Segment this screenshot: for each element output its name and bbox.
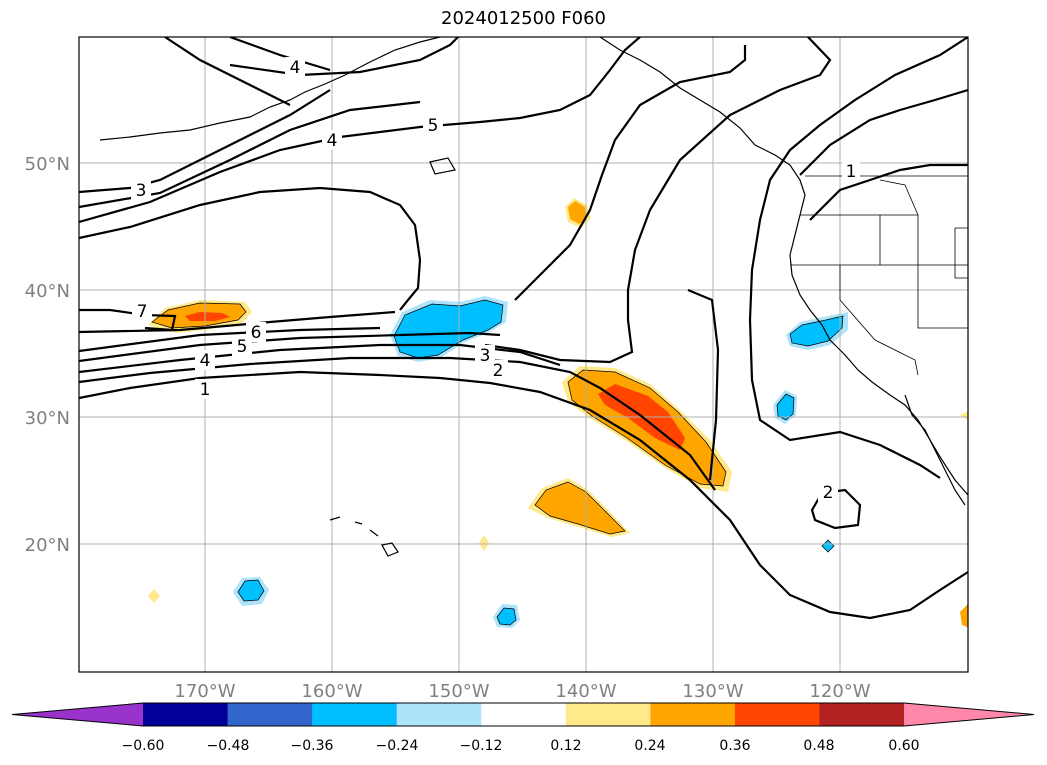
- contour-labels: 4 4 5 3 7 6 5 4 1 3 2 2 1: [131, 57, 860, 503]
- colorbar-segment: [819, 703, 905, 726]
- lat-label: 30°N: [25, 408, 70, 429]
- lon-label: 130°W: [682, 681, 743, 702]
- lat-label: 50°N: [25, 154, 70, 175]
- colorbar-segment: [396, 703, 482, 726]
- contour-label: 4: [290, 58, 301, 78]
- contour-label: 5: [237, 337, 248, 357]
- contour-label: 2: [493, 361, 504, 381]
- colorbar-tick-label: −0.60: [122, 738, 165, 754]
- colorbar-tick-label: 0.48: [803, 738, 834, 754]
- colorbar-tick-label: 0.12: [550, 738, 581, 754]
- contour-label: 1: [846, 162, 857, 182]
- coastlines: [99, 37, 968, 557]
- colorbar-segment: [481, 703, 567, 726]
- colorbar-tick-label: −0.24: [376, 738, 419, 754]
- lon-label: 120°W: [809, 681, 870, 702]
- colorbar-segment: [734, 703, 820, 726]
- colorbar-outline: [11, 702, 1035, 727]
- lon-label: 170°W: [174, 681, 235, 702]
- lon-label: 160°W: [301, 681, 362, 702]
- positive-anomaly-fills: [148, 198, 968, 628]
- lon-label: 140°W: [555, 681, 616, 702]
- contour-label: 7: [137, 302, 148, 322]
- lat-label: 40°N: [25, 281, 70, 302]
- contour-label: 6: [251, 323, 262, 343]
- contour-lines: [79, 37, 968, 620]
- longitude-labels: 170°W 160°W 150°W 140°W 130°W 120°W: [174, 681, 870, 702]
- map-plot-area: 4 4 5 3 7 6 5 4 1 3 2 2 1: [79, 37, 968, 672]
- colorbar-extend-high: [904, 703, 1034, 726]
- colorbar-tick-label: −0.36: [291, 738, 334, 754]
- colorbar-segment: [227, 703, 313, 726]
- contour-label: 1: [200, 380, 211, 400]
- political-borders: [790, 175, 968, 376]
- contour-label: 3: [136, 181, 147, 201]
- colorbar-segment: [312, 703, 398, 726]
- lat-label: 20°N: [25, 535, 70, 556]
- colorbar-ticks: −0.60 −0.48 −0.36 −0.24 −0.12 0.12 0.24 …: [122, 738, 920, 754]
- contour-label: 4: [327, 131, 338, 151]
- contour-label: 2: [823, 483, 834, 503]
- contour-label: 5: [428, 116, 439, 136]
- colorbar-segment: [650, 703, 736, 726]
- colorbar-tick-label: −0.12: [460, 738, 503, 754]
- colorbar-tick-label: 0.36: [719, 738, 750, 754]
- lon-label: 150°W: [428, 681, 489, 702]
- colorbar-tick-label: 0.60: [888, 738, 919, 754]
- colorbar: [11, 702, 1035, 727]
- colorbar-extend-low: [12, 703, 143, 726]
- colorbar-segment: [565, 703, 651, 726]
- plot-frame: [78, 36, 969, 673]
- map-title: 2024012500 F060: [441, 8, 606, 29]
- contour-label: 4: [200, 351, 211, 371]
- contour-label: 3: [480, 346, 491, 366]
- negative-anomaly-fills: [233, 296, 848, 628]
- latitude-labels: 50°N 40°N 30°N 20°N: [25, 154, 70, 556]
- colorbar-tick-label: 0.24: [634, 738, 665, 754]
- colorbar-segment: [143, 703, 229, 726]
- colorbar-tick-label: −0.48: [207, 738, 250, 754]
